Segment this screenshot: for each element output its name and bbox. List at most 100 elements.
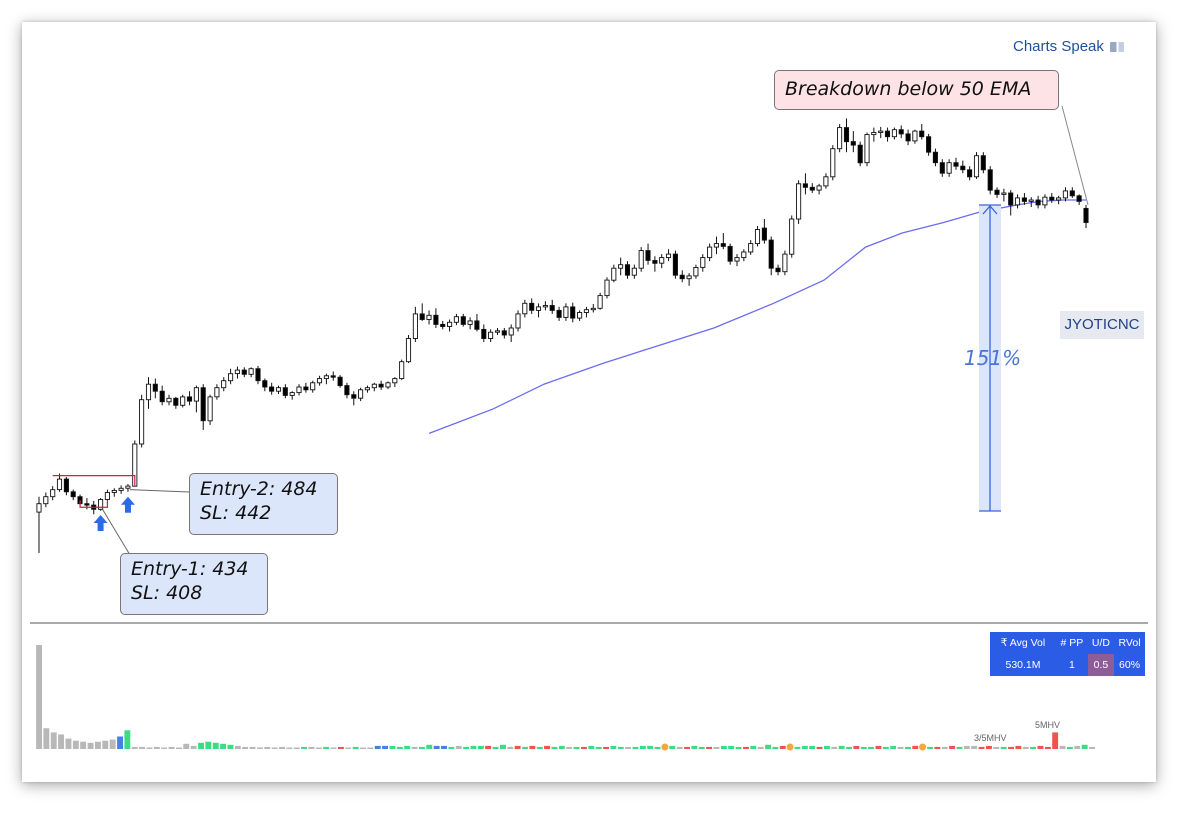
volume-bar: [765, 744, 771, 749]
candle-body: [980, 155, 986, 171]
candle: [597, 292, 603, 310]
volume-bar: [242, 746, 249, 749]
volume-bar: [396, 746, 403, 749]
breakdown-text: Breakdown below 50 EMA: [785, 78, 1032, 100]
candle: [508, 324, 514, 343]
volume-bar: [581, 746, 587, 749]
candle-body: [741, 251, 747, 259]
volume-bar: [227, 744, 234, 749]
candle: [570, 302, 576, 323]
candle-body: [118, 487, 124, 491]
volume-bar: [1052, 732, 1059, 749]
candle-body: [631, 267, 637, 276]
candle: [1001, 188, 1007, 202]
candle: [789, 215, 795, 258]
volume-bar: [455, 745, 462, 749]
volume-bar: [735, 746, 742, 749]
volume-bar: [102, 740, 109, 749]
volume-bar: [36, 645, 42, 749]
candle-body: [987, 169, 993, 191]
candle: [912, 129, 918, 144]
candle: [228, 368, 234, 385]
candle-body: [823, 176, 829, 187]
volume-bar: [109, 739, 116, 749]
candle: [631, 264, 637, 279]
candle-body: [570, 306, 576, 319]
candle-body: [159, 390, 165, 403]
volume-bar: [875, 745, 882, 749]
candle: [447, 319, 453, 332]
volume-bar: [485, 745, 492, 749]
candle-body: [522, 302, 528, 315]
volume-bar: [824, 745, 830, 749]
volume-bar: [43, 728, 50, 749]
candle-body: [234, 369, 240, 375]
candle: [659, 254, 665, 269]
volume-bar: [706, 746, 712, 749]
candle-body: [782, 253, 788, 273]
volume-bar: [1015, 745, 1022, 749]
candle-body: [412, 313, 418, 339]
volume-bar: [720, 745, 727, 749]
candle-body: [1035, 199, 1041, 206]
candle-body: [221, 380, 227, 389]
candle: [330, 371, 336, 381]
volume-bar: [698, 746, 705, 749]
volume-bar: [176, 747, 182, 749]
candle-body: [898, 129, 904, 135]
candle: [358, 387, 364, 402]
candle-body: [618, 264, 624, 269]
candle-body: [727, 245, 733, 262]
candle-body: [542, 305, 548, 308]
candle: [919, 124, 925, 140]
candle-body: [583, 309, 589, 313]
candle-body: [433, 314, 439, 325]
candle: [412, 306, 418, 343]
volume-bar: [691, 745, 698, 749]
candle: [1008, 190, 1014, 216]
candle-body: [837, 127, 843, 150]
entry1-price: Entry-1: 434: [131, 558, 249, 580]
candle: [857, 141, 863, 167]
measure-arrowhead: [982, 205, 998, 215]
candle-body: [796, 183, 802, 220]
candle: [953, 157, 959, 170]
candle-body: [946, 162, 952, 174]
candle: [152, 378, 158, 399]
candle-body: [63, 478, 69, 493]
volume-bar: [183, 743, 190, 749]
candle-body: [125, 485, 131, 489]
candle-body: [1001, 192, 1007, 195]
candle-body: [652, 260, 658, 264]
candle-body: [973, 155, 980, 178]
volume-bar: [411, 746, 418, 749]
volume-bar: [846, 746, 852, 749]
candle-body: [563, 306, 569, 318]
candle: [549, 299, 555, 314]
candle-body: [857, 144, 863, 164]
candle-body: [556, 309, 562, 318]
candle-body: [604, 279, 610, 297]
candle-body: [577, 312, 583, 319]
candle: [501, 327, 507, 339]
candle: [440, 320, 446, 330]
volume-bar: [617, 746, 624, 749]
volume-bar: [323, 746, 330, 749]
volume-bar: [927, 746, 933, 749]
breakdown-callout: Breakdown below 50 EMA: [774, 70, 1059, 110]
candle-body: [912, 130, 918, 142]
candle-body: [597, 295, 603, 309]
candle: [337, 375, 343, 388]
candle-body: [884, 130, 891, 138]
candle-body: [310, 382, 316, 391]
volume-bar: [65, 738, 72, 749]
volume-bar: [448, 746, 455, 749]
volume-bar: [566, 746, 573, 749]
volume-bar: [426, 744, 433, 749]
volume-bar: [654, 746, 661, 749]
chart-card: 3/5MHV 5MHV: [22, 22, 1156, 782]
candle-body: [269, 386, 275, 392]
candle: [891, 127, 897, 140]
price-chart[interactable]: 3/5MHV 5MHV: [22, 22, 1156, 782]
volume-bar: [831, 746, 838, 749]
